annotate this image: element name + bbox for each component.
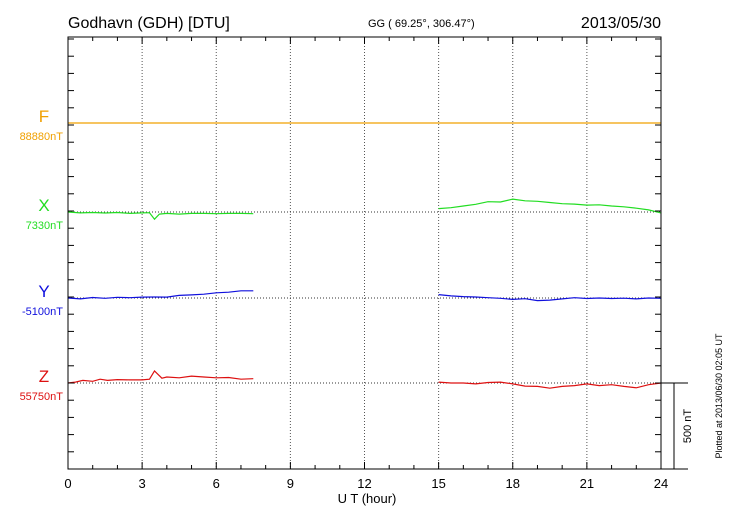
station-title: Godhavn (GDH) [DTU]: [68, 15, 230, 32]
x-tick-label-0: 0: [64, 476, 71, 491]
x-tick-label-15: 15: [431, 476, 445, 491]
plotted-note: Plotted at 2013/06/30 02:05 UT: [714, 333, 724, 459]
series-layer: [67, 122, 662, 389]
x-tick-label-3: 3: [139, 476, 146, 491]
baseline-value-x: 7330nT: [26, 220, 64, 232]
baseline-value-z: 55750nT: [20, 391, 64, 403]
x-tick-label-21: 21: [580, 476, 594, 491]
series-x-line-1: [438, 198, 662, 214]
x-axis-label: U T (hour): [338, 491, 397, 506]
x-tick-label-9: 9: [287, 476, 294, 491]
series-z-line-0: [67, 370, 254, 384]
series-z-line-1: [438, 381, 662, 389]
channel-label-x: X: [38, 196, 49, 215]
x-tick-label-18: 18: [506, 476, 520, 491]
channel-labels: F 88880nT X 7330nT Y -5100nT Z 55750nT: [20, 107, 64, 403]
scale-bar: 500 nT: [661, 382, 694, 470]
series-x-line-0: [67, 211, 254, 221]
x-tick-label-6: 6: [213, 476, 220, 491]
channel-label-y: Y: [38, 282, 49, 301]
coordinates-label: GG ( 69.25°, 306.47°): [368, 18, 475, 30]
date-label: 2013/05/30: [581, 15, 661, 32]
channel-label-f: F: [39, 107, 49, 126]
scale-bar-label: 500 nT: [682, 409, 694, 444]
grid: [141, 37, 588, 469]
series-y-line-0: [67, 290, 254, 300]
channel-label-z: Z: [39, 367, 49, 386]
series-y-line-1: [438, 294, 662, 302]
baseline-value-f: 88880nT: [20, 131, 64, 143]
x-tick-label-12: 12: [357, 476, 371, 491]
x-axis: 0 3 6 9 12 15 18 21 24: [64, 37, 668, 491]
baseline-value-y: -5100nT: [22, 306, 63, 318]
y-ticks: [68, 38, 661, 453]
x-tick-label-24: 24: [654, 476, 668, 491]
